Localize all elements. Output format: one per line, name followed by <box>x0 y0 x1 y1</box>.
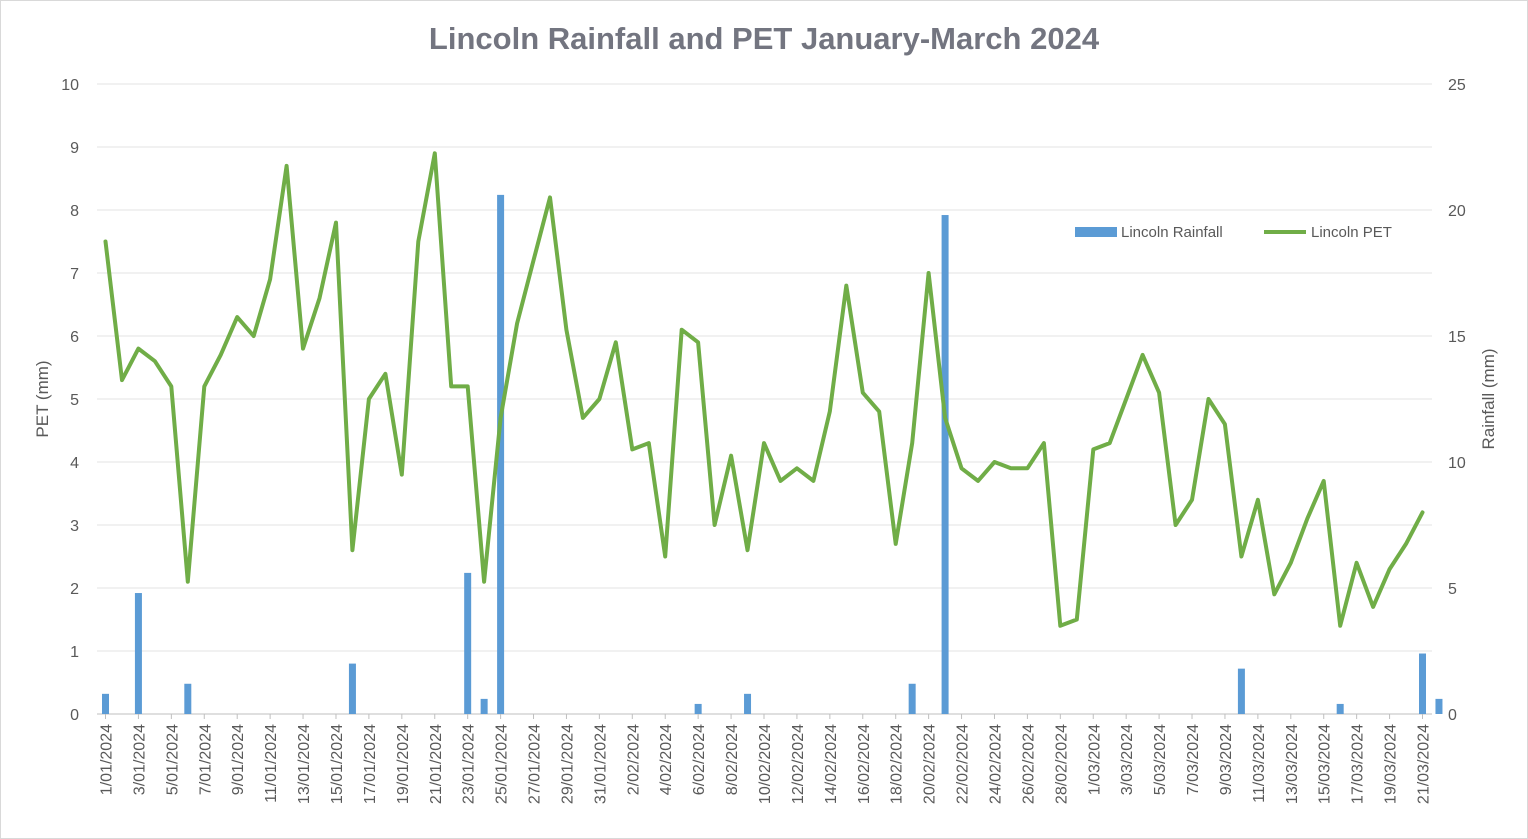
left-tick-label: 10 <box>61 77 79 94</box>
right-tick-label: 0 <box>1448 707 1457 724</box>
x-axis-ticks: 1/01/2024 3/01/2024 5/01/2024 7/01/2024 9/01… <box>99 714 1433 804</box>
x-tick-label: 20/02/2024 <box>922 724 939 804</box>
x-tick-label: 19/03/2024 <box>1383 724 1400 804</box>
x-tick-label: 1/03/2024 <box>1086 724 1103 795</box>
left-tick-label: 8 <box>70 203 79 220</box>
left-tick-label: 1 <box>70 644 79 661</box>
x-tick-label: 8/02/2024 <box>724 724 741 795</box>
x-tick-label: 19/01/2024 <box>395 724 412 804</box>
x-tick-label: 18/02/2024 <box>889 724 906 804</box>
left-tick-label: 6 <box>70 329 79 346</box>
x-tick-label: 23/01/2024 <box>461 724 478 804</box>
x-tick-label: 15/03/2024 <box>1317 724 1334 804</box>
right-tick-label: 25 <box>1448 77 1466 94</box>
rainfall-bar <box>464 572 472 714</box>
x-tick-label: 21/03/2024 <box>1416 724 1433 804</box>
left-tick-label: 7 <box>70 266 79 283</box>
x-tick-label: 11/01/2024 <box>263 724 280 803</box>
x-tick-label: 10/02/2024 <box>757 724 774 804</box>
left-tick-label: 4 <box>70 455 79 472</box>
right-tick-label: 5 <box>1448 581 1457 598</box>
x-tick-label: 7/01/2024 <box>197 724 214 795</box>
chart-title: Lincoln Rainfall and PET January-March 2… <box>429 21 1100 56</box>
left-tick-label: 2 <box>70 581 79 598</box>
x-tick-label: 29/01/2024 <box>559 724 576 804</box>
x-tick-label: 28/02/2024 <box>1053 724 1070 804</box>
rainfall-bar <box>694 703 702 714</box>
x-tick-label: 3/01/2024 <box>131 724 148 795</box>
left-axis-label: PET (mm) <box>33 360 52 437</box>
x-tick-label: 2/02/2024 <box>625 724 642 795</box>
right-tick-label: 10 <box>1448 455 1466 472</box>
x-tick-label: 5/01/2024 <box>164 724 181 795</box>
x-tick-label: 14/02/2024 <box>823 724 840 804</box>
left-tick-label: 3 <box>70 518 79 535</box>
x-tick-label: 6/02/2024 <box>691 724 708 795</box>
rainfall-bar <box>497 194 505 714</box>
x-tick-label: 16/02/2024 <box>856 724 873 804</box>
rainfall-bars <box>102 194 1443 715</box>
rainfall-bar <box>480 698 488 714</box>
legend-rainfall-label: Lincoln Rainfall <box>1121 224 1223 241</box>
rainfall-bar <box>1336 703 1344 714</box>
legend: Lincoln Rainfall Lincoln PET <box>1075 224 1392 241</box>
rainfall-bar <box>348 663 356 714</box>
x-tick-label: 12/02/2024 <box>790 724 807 804</box>
x-tick-label: 11/03/2024 <box>1251 724 1268 803</box>
x-tick-label: 17/03/2024 <box>1350 724 1367 804</box>
x-tick-label: 26/02/2024 <box>1020 724 1037 804</box>
x-tick-label: 24/02/2024 <box>987 724 1004 804</box>
left-tick-label: 5 <box>70 392 79 409</box>
x-tick-label: 21/01/2024 <box>428 724 445 804</box>
rainfall-bar <box>744 693 752 714</box>
x-tick-label: 7/03/2024 <box>1185 724 1202 795</box>
rainfall-bar <box>908 683 916 714</box>
x-tick-label: 13/03/2024 <box>1284 724 1301 804</box>
left-tick-label: 0 <box>70 707 79 724</box>
x-tick-label: 15/01/2024 <box>329 724 346 804</box>
rainfall-bar <box>1435 698 1443 714</box>
x-tick-label: 17/01/2024 <box>362 724 379 804</box>
x-tick-label: 27/01/2024 <box>527 724 544 804</box>
legend-pet-label: Lincoln PET <box>1311 224 1392 241</box>
pet-line <box>103 151 1425 628</box>
rainfall-bar <box>102 693 109 714</box>
x-tick-label: 3/03/2024 <box>1119 724 1136 795</box>
rainfall-bar <box>1419 653 1426 714</box>
right-axis-ticks: 0 5 10 15 20 25 <box>1448 77 1466 724</box>
x-tick-label: 4/02/2024 <box>658 724 675 795</box>
x-tick-label: 22/02/2024 <box>955 724 972 804</box>
right-tick-label: 15 <box>1448 329 1466 346</box>
rainfall-bar <box>134 593 142 714</box>
x-tick-label: 31/01/2024 <box>592 724 609 804</box>
x-tick-label: 5/03/2024 <box>1152 724 1169 795</box>
rainfall-bar <box>941 215 949 715</box>
legend-rainfall-swatch <box>1075 227 1117 237</box>
left-tick-label: 9 <box>70 140 79 157</box>
right-tick-label: 20 <box>1448 203 1466 220</box>
right-axis-label: Rainfall (mm) <box>1479 348 1498 449</box>
gridlines <box>97 83 1432 715</box>
left-axis-ticks: 0 1 2 3 4 5 6 7 8 9 10 <box>61 77 79 724</box>
pet-line-group <box>103 151 1425 628</box>
x-tick-label: 9/03/2024 <box>1218 724 1235 795</box>
x-tick-label: 1/01/2024 <box>99 724 116 795</box>
x-tick-label: 13/01/2024 <box>296 724 313 804</box>
rainfall-bar <box>184 683 192 714</box>
x-tick-label: 25/01/2024 <box>494 724 511 804</box>
rainfall-bar <box>1237 668 1245 714</box>
x-tick-label: 9/01/2024 <box>230 724 247 795</box>
